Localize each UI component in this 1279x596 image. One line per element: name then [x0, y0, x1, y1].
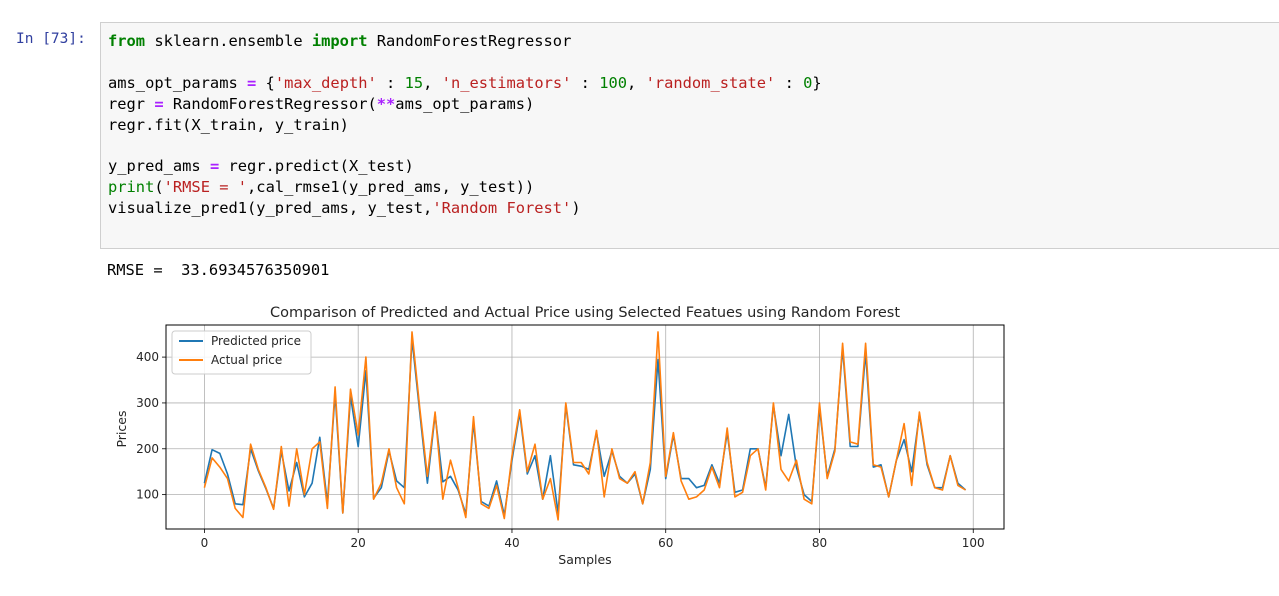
prediction-comparison-chart: 0 20 40 60 80 100 100 200 300 400 Comparison of …: [114, 305, 1005, 567]
chart-legend: Predicted price Actual price: [171, 330, 312, 375]
rmse-output: RMSE = 33.6934576350901: [107, 261, 330, 279]
x-tick-label: 60: [658, 536, 673, 550]
code-token: {: [256, 73, 275, 92]
actual-price-line: [203, 331, 967, 521]
code-token: y_pred_ams: [108, 157, 210, 176]
code-token: from: [108, 32, 146, 50]
legend-box: [171, 330, 312, 375]
plot-area: [165, 324, 1005, 530]
code-token: ams_opt_params: [108, 73, 247, 92]
code-token: print: [108, 178, 155, 197]
x-tick-label: 40: [504, 536, 519, 550]
code-token: =: [209, 157, 220, 176]
code-token: 'max_depth': [274, 73, 377, 92]
code-cell-editor[interactable]: from sklearn.ensemble import RandomFores…: [100, 22, 1279, 249]
code-token: 0: [803, 73, 813, 92]
predicted-price-line: [203, 337, 967, 516]
code-token: 'n_estimators': [441, 73, 572, 92]
code-token: :: [775, 73, 804, 92]
code-token: ,: [423, 73, 442, 92]
code-token: ): [571, 199, 581, 218]
code-token: 100: [599, 73, 628, 92]
code-token: =: [247, 73, 257, 92]
code-token: }: [812, 73, 822, 92]
x-tick-label: 20: [351, 536, 366, 550]
code-token: =: [154, 94, 164, 113]
code-token: 'Random Forest': [432, 199, 572, 218]
code-token: regr: [108, 94, 155, 113]
code-token: ams_opt_params): [395, 94, 535, 113]
x-tick-label: 80: [812, 536, 827, 550]
code-token: sklearn.ensemble: [145, 32, 312, 50]
code-token: ,: [627, 73, 646, 92]
code-token: 'RMSE = ': [163, 178, 248, 197]
code-token: :: [571, 73, 600, 92]
code-token: ,cal_rmse1(y_pred_ams, y_test)): [247, 178, 535, 197]
y-tick-label: 300: [136, 396, 159, 410]
code-token: regr.predict(X_test): [219, 157, 414, 176]
chart-title: Comparison of Predicted and Actual Price…: [270, 305, 900, 321]
legend-predicted-label: Predicted price: [211, 334, 301, 348]
code-token: (: [154, 178, 164, 197]
legend-actual-label: Actual price: [211, 353, 282, 367]
x-tick-label: 0: [201, 536, 209, 550]
code-token: import: [311, 32, 368, 50]
code-token: :: [376, 73, 405, 92]
y-axis-label: Prices: [114, 410, 129, 447]
y-tick-label: 400: [136, 350, 159, 364]
y-tick-label: 200: [136, 442, 159, 456]
code-token: **: [376, 94, 396, 113]
code-token: regr.fit(X_train, y_train): [108, 115, 349, 134]
code-source[interactable]: from sklearn.ensemble import RandomFores…: [108, 31, 822, 219]
y-tick-label: 100: [136, 488, 159, 502]
code-token: RandomForestRegressor: [367, 32, 572, 50]
x-axis-label: Samples: [558, 552, 611, 567]
code-token: visualize_pred1(y_pred_ams, y_test,: [108, 199, 433, 218]
x-tick-label: 100: [962, 536, 985, 550]
cell-prompt: In [73]:: [16, 31, 86, 47]
code-token: RandomForestRegressor(: [163, 94, 377, 113]
code-token: 'random_state': [645, 73, 776, 92]
code-token: 15: [404, 73, 424, 92]
